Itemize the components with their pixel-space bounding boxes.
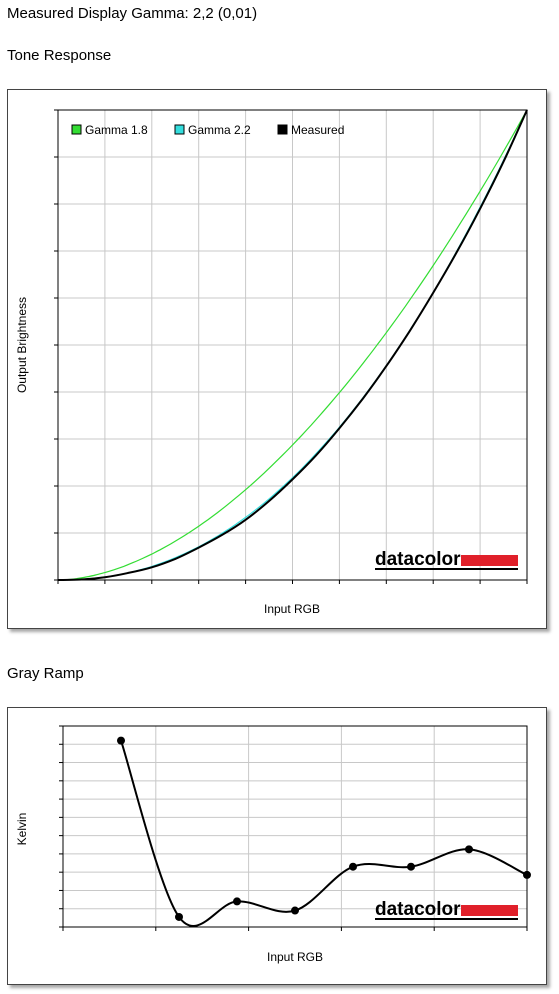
datacolor-logo-bar [461, 555, 518, 566]
ramp-axes [59, 725, 528, 931]
gray-ramp-heading: Gray Ramp [7, 665, 84, 682]
gray-ramp-panel: datacolor Input RGB Kelvin [7, 707, 547, 985]
datacolor-logo: datacolor [375, 549, 518, 570]
ramp-data-point [349, 862, 357, 871]
gray-ramp-chart: datacolor Input RGB Kelvin [15, 725, 531, 964]
legend-swatch-gamma-22 [174, 124, 185, 135]
ramp-x-axis-label: Input RGB [267, 950, 323, 964]
tone-response-heading: Tone Response [7, 47, 112, 64]
datacolor-logo-text: datacolor [375, 549, 461, 570]
tone-x-axis-label: Input RGB [264, 602, 320, 616]
ramp-data-point [291, 906, 299, 915]
legend-label-gamma-18: Gamma 1.8 [85, 123, 148, 137]
tone-response-panel: Gamma 1.8 Gamma 2.2 Measured datacolor I… [7, 89, 547, 629]
tone-response-chart: Gamma 1.8 Gamma 2.2 Measured datacolor I… [15, 109, 528, 616]
ramp-data-point [175, 912, 183, 921]
ramp-series-line-0 [120, 740, 528, 927]
ramp-series-layer [117, 736, 531, 927]
legend-label-gamma-22: Gamma 2.2 [188, 123, 251, 137]
datacolor-logo: datacolor [375, 899, 518, 920]
ramp-data-point [465, 845, 473, 854]
tone-plot-frame [57, 109, 528, 581]
page-title: Measured Display Gamma: 2,2 (0,01) [7, 5, 258, 22]
ramp-y-axis-label: Kelvin [15, 813, 29, 846]
datacolor-logo-text: datacolor [375, 899, 461, 920]
datacolor-logo-bar [461, 905, 518, 916]
legend-swatch-measured [277, 124, 288, 135]
legend-label-measured: Measured [291, 123, 344, 137]
datacolor-logo-underline [375, 568, 518, 570]
tone-y-axis-label: Output Brightness [15, 297, 29, 393]
ramp-data-point [407, 862, 415, 871]
tone-series-line-2 [57, 109, 528, 581]
ramp-data-point [117, 736, 125, 745]
tone-axes [54, 109, 528, 584]
tone-legend: Gamma 1.8 Gamma 2.2 Measured [71, 123, 344, 137]
tone-series-line-0 [57, 109, 528, 581]
ramp-grid [63, 726, 527, 927]
tone-grid [58, 110, 527, 580]
legend-swatch-gamma-18 [71, 124, 82, 135]
datacolor-logo-underline [375, 918, 518, 920]
ramp-plot-frame [62, 725, 528, 928]
tone-series-layer [57, 109, 528, 581]
ramp-data-point [233, 897, 241, 906]
